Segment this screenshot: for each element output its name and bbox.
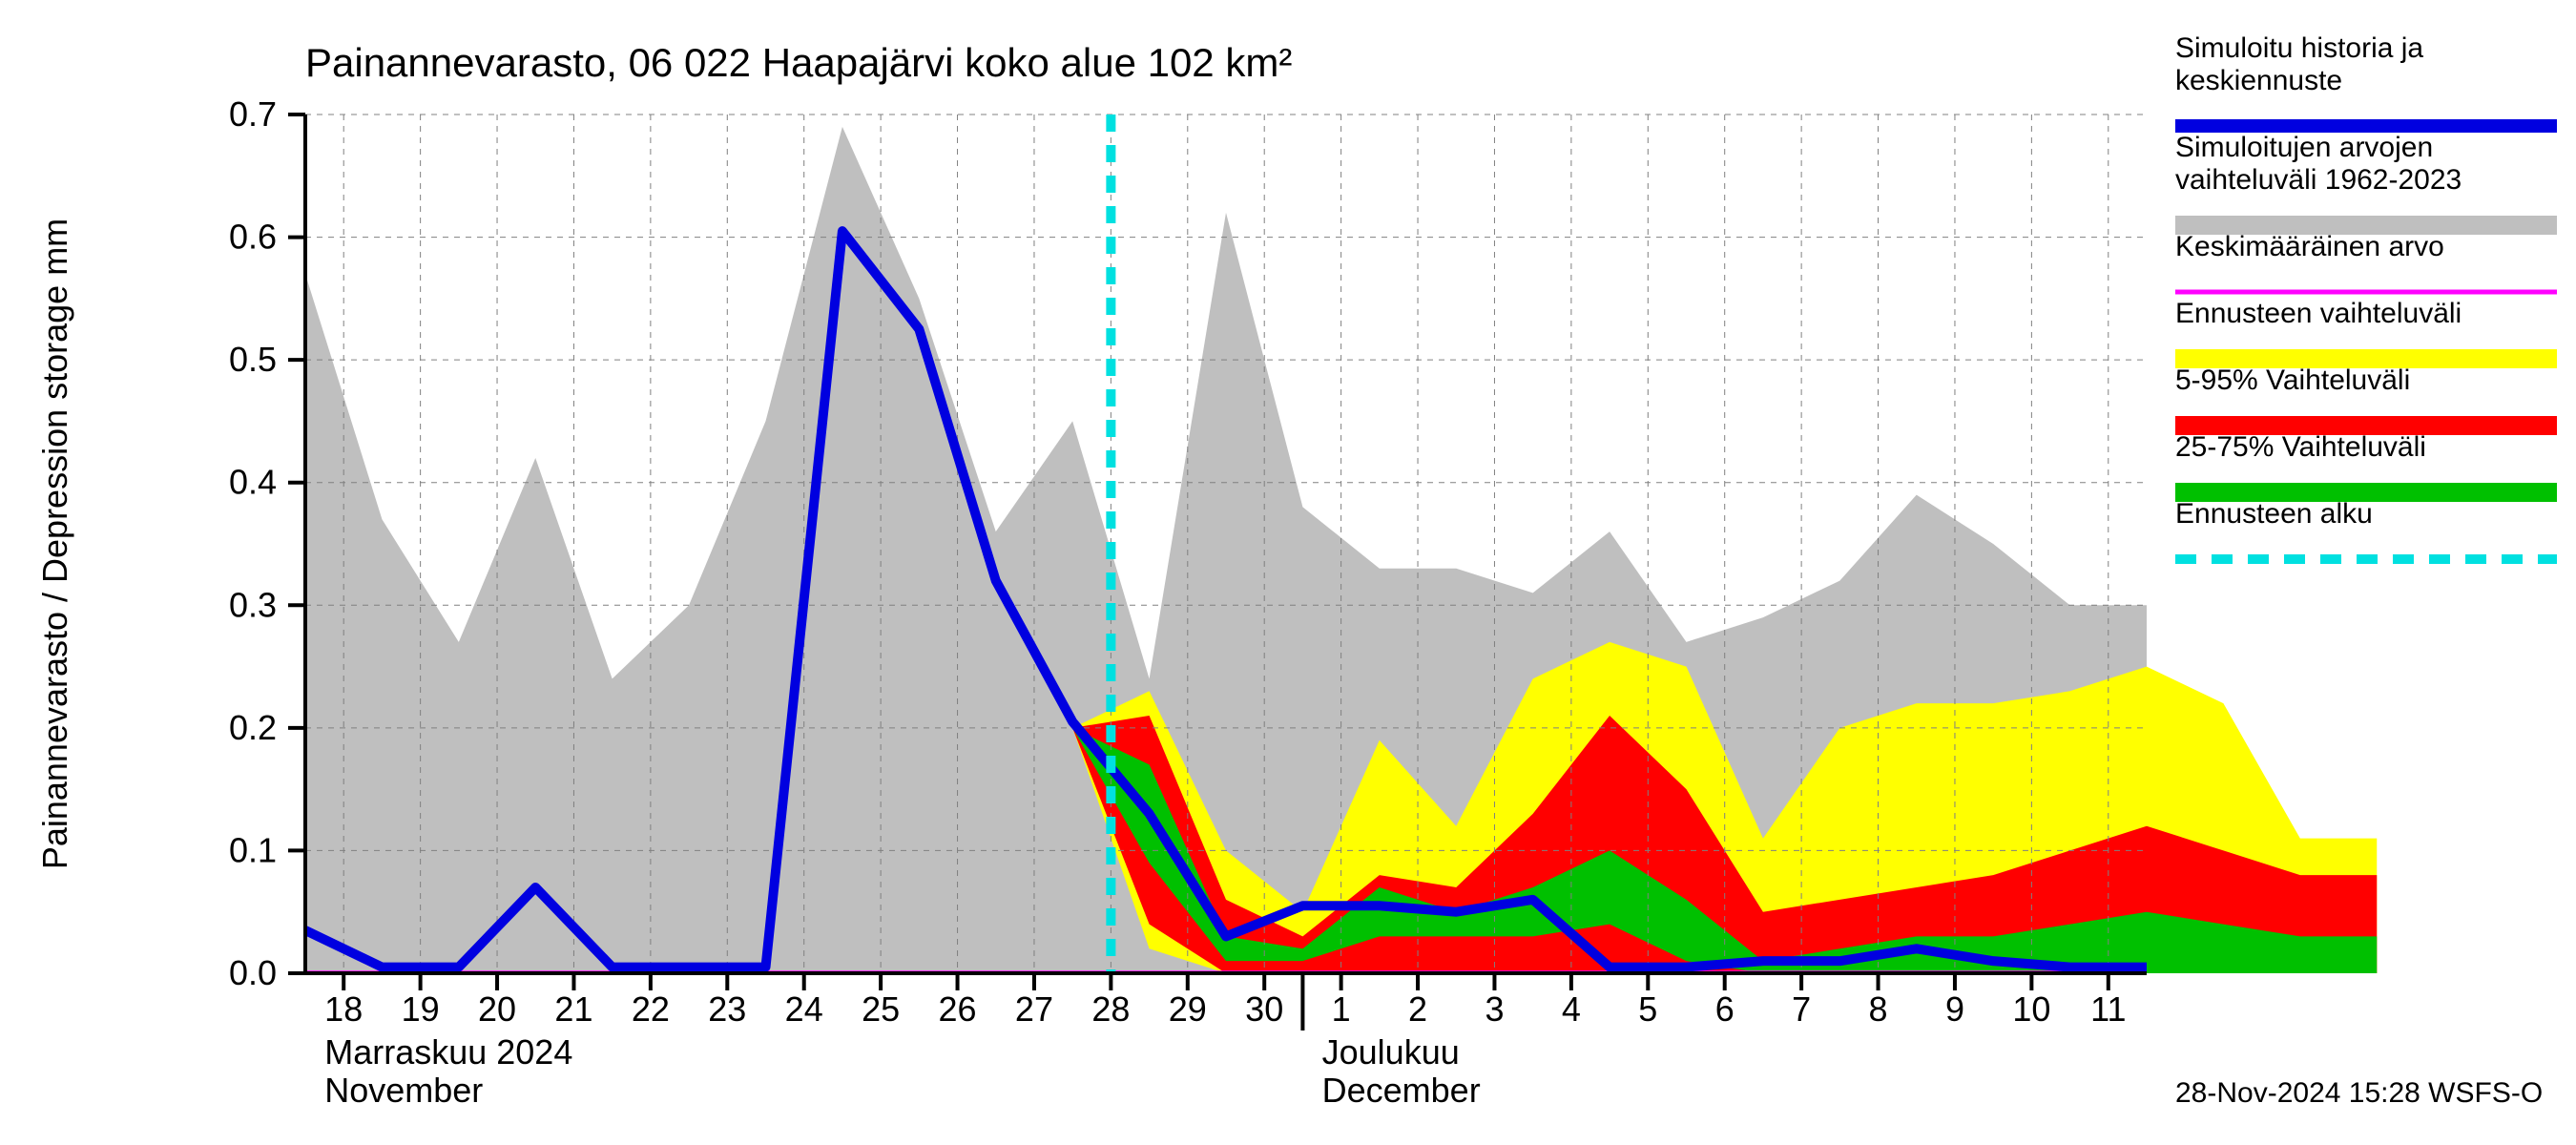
y-axis-label: Painannevarasto / Depression storage mm — [35, 219, 74, 869]
legend-label: vaihteluväli 1962-2023 — [2175, 164, 2462, 196]
x-tick-label: 11 — [2090, 989, 2126, 1029]
y-tick-label: 0.6 — [229, 218, 277, 257]
chart-svg: 0.00.10.20.30.40.50.60.71819202122232425… — [0, 0, 2576, 1145]
x-tick-label: 10 — [2012, 989, 2050, 1029]
y-tick-label: 0.1 — [229, 830, 277, 869]
y-tick-label: 0.7 — [229, 94, 277, 134]
y-tick-label: 0.4 — [229, 463, 277, 502]
y-tick-label: 0.2 — [229, 708, 277, 747]
legend-label: Ennusteen vaihteluväli — [2175, 298, 2462, 329]
x-tick-label: 19 — [402, 989, 440, 1029]
x-tick-label: 21 — [554, 989, 592, 1029]
legend-label: 5-95% Vaihteluväli — [2175, 364, 2410, 396]
x-tick-label: 27 — [1015, 989, 1053, 1029]
x-tick-label: 6 — [1715, 989, 1735, 1029]
x-tick-label: 3 — [1485, 989, 1504, 1029]
x-tick-label: 24 — [785, 989, 823, 1029]
legend-label: Ennusteen alku — [2175, 498, 2373, 530]
x-tick-label: 18 — [324, 989, 363, 1029]
x-tick-label: 22 — [632, 989, 670, 1029]
month-label-fi: Marraskuu 2024 — [324, 1032, 572, 1072]
x-tick-label: 5 — [1638, 989, 1657, 1029]
x-tick-label: 1 — [1332, 989, 1351, 1029]
legend-label: Keskimääräinen arvo — [2175, 231, 2444, 262]
x-tick-label: 9 — [1945, 989, 1964, 1029]
chart-container: 0.00.10.20.30.40.50.60.71819202122232425… — [0, 0, 2576, 1145]
month-label-fi: Joulukuu — [1322, 1032, 1460, 1072]
month-label-en: December — [1322, 1071, 1481, 1110]
x-tick-label: 29 — [1169, 989, 1207, 1029]
legend-label: Simuloitujen arvojen — [2175, 132, 2433, 163]
legend-label: Simuloitu historia ja — [2175, 32, 2423, 64]
footer-timestamp: 28-Nov-2024 15:28 WSFS-O — [2175, 1077, 2543, 1109]
month-label-en: November — [324, 1071, 483, 1110]
x-tick-label: 2 — [1408, 989, 1427, 1029]
x-tick-label: 7 — [1792, 989, 1811, 1029]
x-tick-label: 8 — [1869, 989, 1888, 1029]
x-tick-label: 28 — [1091, 989, 1130, 1029]
x-tick-label: 23 — [708, 989, 746, 1029]
legend-label: keskiennuste — [2175, 65, 2342, 96]
legend-label: 25-75% Vaihteluväli — [2175, 431, 2426, 463]
x-tick-label: 30 — [1245, 989, 1283, 1029]
y-tick-label: 0.5 — [229, 340, 277, 379]
y-tick-label: 0.0 — [229, 953, 277, 992]
x-tick-label: 25 — [862, 989, 900, 1029]
x-tick-label: 26 — [939, 989, 977, 1029]
chart-title: Painannevarasto, 06 022 Haapajärvi koko … — [305, 40, 1292, 85]
y-tick-label: 0.3 — [229, 585, 277, 624]
x-tick-label: 20 — [478, 989, 516, 1029]
x-tick-label: 4 — [1562, 989, 1581, 1029]
